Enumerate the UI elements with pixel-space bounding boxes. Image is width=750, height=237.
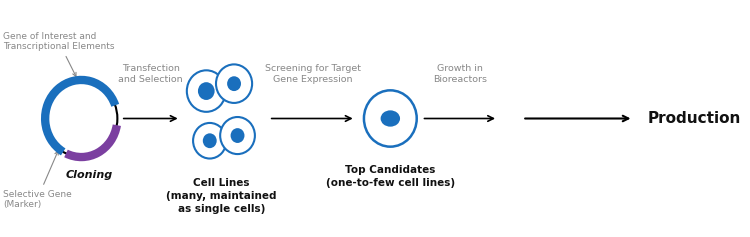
Circle shape <box>227 76 241 91</box>
Circle shape <box>193 123 226 159</box>
Ellipse shape <box>380 110 400 127</box>
Text: Cell Lines
(many, maintained
as single cells): Cell Lines (many, maintained as single c… <box>166 178 277 214</box>
Text: Selective Gene
(Marker): Selective Gene (Marker) <box>3 151 71 209</box>
Text: Screening for Target
Gene Expression: Screening for Target Gene Expression <box>265 64 361 84</box>
Text: Transfection
and Selection: Transfection and Selection <box>118 64 183 84</box>
Circle shape <box>187 70 226 112</box>
Text: Growth in
Bioreactors: Growth in Bioreactors <box>433 64 487 84</box>
Text: Gene of Interest and
Transcriptional Elements: Gene of Interest and Transcriptional Ele… <box>3 32 114 76</box>
Text: Top Candidates
(one-to-few cell lines): Top Candidates (one-to-few cell lines) <box>326 165 455 188</box>
Circle shape <box>202 133 217 148</box>
Circle shape <box>220 117 255 154</box>
Circle shape <box>364 90 417 147</box>
Text: Production: Production <box>647 111 741 126</box>
Circle shape <box>198 82 214 100</box>
Circle shape <box>216 64 252 103</box>
Circle shape <box>230 128 244 143</box>
Text: Cloning: Cloning <box>66 170 113 180</box>
